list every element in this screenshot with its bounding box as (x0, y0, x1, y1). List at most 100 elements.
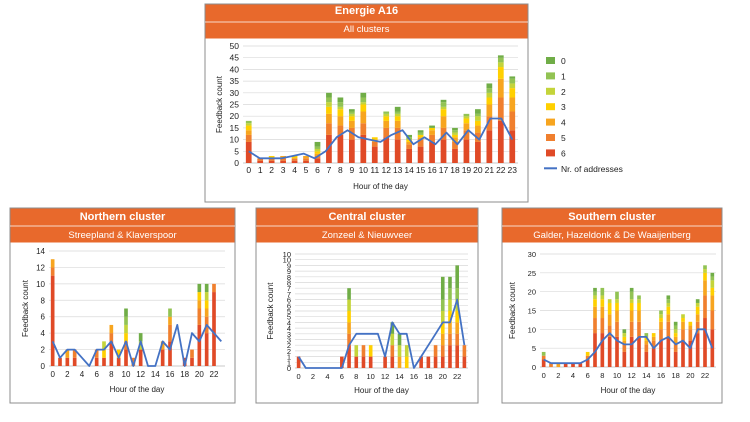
chart-north: Northern cluster Streepland & Klaverspoor… (9, 207, 236, 404)
bar-segment-h7-s6 (102, 357, 106, 366)
bar-segment-h18-s6 (673, 351, 678, 367)
chart-header-band (256, 208, 478, 243)
y-tick-label: 30 (528, 250, 536, 259)
bar-segment-h15-s4 (651, 336, 656, 341)
bar-segment-h19-s6 (463, 139, 470, 163)
bar-segment-h15-s4 (160, 341, 165, 350)
bar-segment-h23-s0 (509, 76, 516, 79)
y-tick-label: 6 (287, 301, 291, 310)
bar-segment-h21-s3 (486, 97, 493, 105)
bar-segment-h21-s6 (486, 130, 493, 163)
y-tick-label: 14 (36, 247, 45, 256)
bar-segment-h7-s6 (326, 134, 332, 163)
bar-segment-h22-s1 (497, 57, 504, 63)
x-axis-title: Hour of the day (601, 386, 656, 395)
bar-segment-h12-s6 (383, 137, 390, 163)
bar-segment-h9-s2 (607, 299, 612, 303)
bar-segment-h12-s3 (629, 302, 634, 311)
bar-segment-h14-s3 (644, 336, 649, 341)
bar-segment-h7-s4 (347, 322, 351, 334)
legend-swatch-0 (546, 57, 555, 64)
bar-segment-h22-s6 (212, 292, 216, 366)
y-tick-label: 20 (230, 111, 240, 121)
bar-segment-h18-s3 (452, 134, 458, 138)
y-tick-label: 7 (287, 290, 291, 299)
bar-segment-h18-s1 (673, 325, 678, 330)
bar-segment-h22-s5 (455, 333, 459, 346)
bar-segment-h14-s3 (406, 139, 413, 142)
x-tick-label: 15 (416, 165, 426, 175)
bar-segment-h14-s0 (397, 333, 402, 346)
y-tick-label: 30 (230, 88, 240, 98)
bar-segment-h10-s0 (360, 92, 367, 98)
bar-segment-h15-s4 (417, 137, 424, 140)
bar-segment-h13-s3 (637, 302, 641, 311)
bar-segment-h12-s5 (629, 321, 634, 337)
bar-segment-h21-s2 (695, 302, 700, 307)
bar-segment-h2-s3 (268, 155, 275, 159)
bar-segment-h0-s3 (245, 125, 252, 131)
bar-segment-h21-s4 (486, 104, 493, 117)
bar-segment-h11-s5 (131, 357, 136, 366)
bar-segment-h15-s1 (417, 132, 424, 135)
bar-segment-h17-s1 (666, 299, 671, 303)
bar-segment-h6-s5 (94, 349, 99, 358)
bar-segment-h19-s6 (190, 357, 194, 366)
bar-segment-h21-s4 (204, 308, 209, 317)
bar-segment-h11-s0 (622, 329, 627, 334)
y-tick-label: 9 (287, 261, 291, 270)
bar-segment-h21-s4 (448, 322, 452, 334)
y-tick-label: 10 (283, 250, 291, 259)
x-tick-label: 3 (281, 165, 286, 175)
bar-segment-h23-s5 (509, 111, 516, 131)
bar-segment-h21-s0 (695, 299, 700, 303)
bar-segment-h22-s5 (212, 283, 216, 293)
bar-segment-h7-s0 (326, 92, 332, 98)
bar-segment-h18-s4 (673, 336, 678, 345)
bar-segment-h13-s5 (637, 321, 641, 337)
bar-segment-h8-s4 (109, 324, 114, 334)
y-tick-label: 4 (287, 324, 291, 333)
bar-segment-h23-s2 (509, 83, 516, 89)
y-tick-label: 0 (41, 362, 46, 371)
bar-segment-h19-s1 (463, 113, 470, 117)
x-tick-label: 6 (586, 371, 590, 380)
bar-segment-h23-s6 (509, 130, 516, 163)
bar-segment-h17-s4 (440, 116, 447, 128)
bar-segment-h7-s5 (326, 123, 332, 135)
x-tick-label: 6 (315, 165, 320, 175)
bar-segment-h15-s2 (404, 345, 409, 357)
bar-segment-h9-s6 (361, 356, 366, 368)
x-tick-label: 18 (180, 370, 189, 379)
x-tick-label: 6 (340, 372, 344, 381)
bar-segment-h17-s3 (440, 109, 447, 117)
bar-segment-h16-s3 (429, 127, 435, 131)
y-tick-label: 8 (41, 296, 46, 305)
y-tick-label: 10 (36, 280, 45, 289)
y-tick-label: 1 (287, 353, 291, 362)
bar-segment-h12-s4 (383, 120, 390, 128)
y-tick-label: 25 (230, 100, 240, 110)
bar-segment-h13-s6 (390, 356, 395, 368)
bar-segment-h9-s4 (348, 120, 355, 128)
bar-segment-h22-s2 (455, 299, 459, 311)
x-tick-label: 8 (338, 165, 343, 175)
legend-swatch-5 (546, 134, 555, 141)
bar-segment-h20-s1 (475, 113, 481, 117)
bar-segment-h16-s2 (659, 314, 663, 319)
x-tick-label: 0 (297, 372, 301, 381)
bar-segment-h11-s2 (622, 333, 627, 337)
bar-segment-h16-s4 (168, 316, 172, 325)
x-tick-label: 4 (325, 372, 329, 381)
y-tick-label: 15 (528, 307, 536, 316)
bar-segment-h14-s6 (406, 148, 413, 163)
bar-segment-h16-s0 (429, 125, 435, 128)
bar-segment-h22-s6 (703, 318, 707, 367)
y-tick-label: 9 (287, 267, 291, 276)
x-tick-label: 4 (571, 371, 575, 380)
bar-segment-h20-s0 (475, 109, 481, 114)
bar-segment-h12-s6 (138, 349, 143, 366)
bar-segment-h14-s2 (397, 345, 402, 357)
bar-segment-h6-s5 (585, 355, 590, 360)
